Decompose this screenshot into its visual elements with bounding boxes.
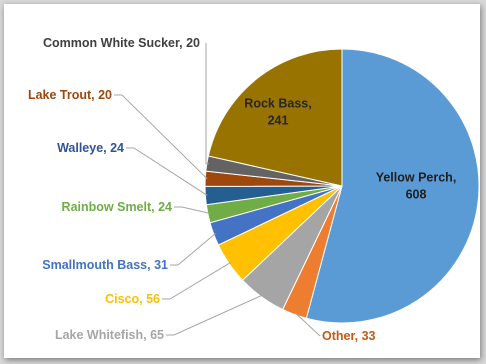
data-label-walleye: Walleye, 24 [57,141,124,155]
data-label-yellow-perch: Yellow Perch, 608 [376,171,457,202]
leader-line-lake-trout [114,94,208,180]
chart-frame: Yellow Perch, 608 Other, 33 Lake Whitefish,… [4,4,480,358]
data-label-rainbow-smelt: Rainbow Smelt, 24 [62,200,172,214]
data-labels: Yellow Perch, 608 Other, 33 Lake Whitefish,… [28,36,456,343]
data-label-lake-whitefish: Lake Whitefish, 65 [55,328,164,342]
leader-line-cisco [162,261,231,300]
data-label-smallmouth-bass: Smallmouth Bass, 31 [42,258,168,272]
leader-line-common-white-sucker [205,43,209,165]
leader-line-rainbow-smelt [174,206,210,214]
pie-slices [204,48,480,324]
data-label-rock-bass: Rock Bass, 241 [244,97,311,128]
data-label-other: Other, 33 [322,329,376,343]
data-label-common-white-sucker: Common White Sucker, 20 [43,36,200,50]
pie-slice-yellow-perch [305,48,480,324]
leader-lines [114,43,321,337]
pie-slice-rock-bass [207,48,343,187]
leader-line-walleye [126,147,208,196]
leader-line-smallmouth-bass [170,233,216,266]
data-label-lake-trout: Lake Trout, 20 [28,88,112,102]
leader-line-lake-whitefish [166,294,263,336]
data-label-cisco: Cisco, 56 [105,292,160,306]
leader-line-other [294,312,321,337]
pie-chart: Yellow Perch, 608 Other, 33 Lake Whitefish,… [28,36,480,343]
